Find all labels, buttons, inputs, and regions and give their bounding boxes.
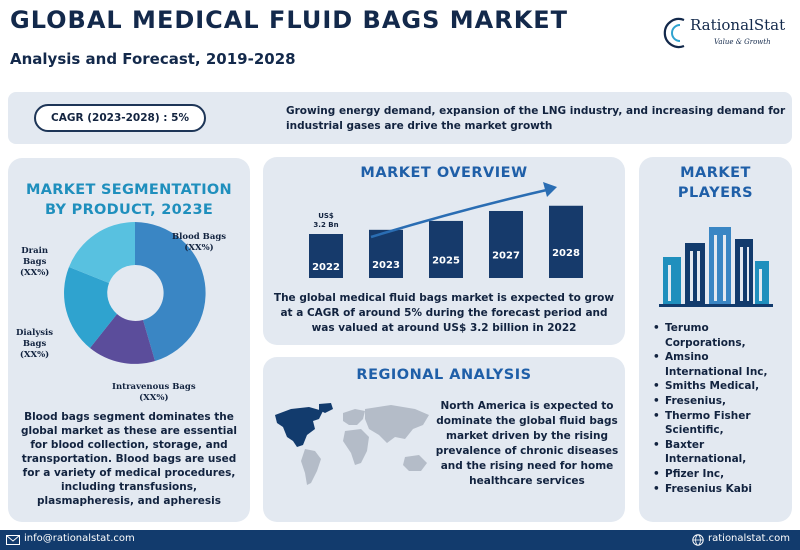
city-buildings-icon [659, 227, 773, 307]
market-player-name-line: Fresenius Kabi [665, 482, 752, 495]
australia-region [403, 455, 427, 471]
chart-bar-label: 2025 [432, 255, 460, 266]
market-player-item: Fresenius Kabi [651, 482, 789, 497]
donut-slice-drain-bags [69, 222, 135, 283]
africa-region [343, 429, 369, 465]
south-america-region [301, 449, 321, 485]
market-player-name-line: Amsino [665, 351, 709, 364]
segmentation-title-line1: MARKET SEGMENTATION [26, 182, 232, 198]
intravenous-bags-label: Intravenous Bags (XX%) [112, 382, 196, 404]
market-player-item: Pfizer Inc, [651, 467, 789, 482]
market-player-name-line: International Inc, [665, 365, 768, 378]
chart-bar-label: 2023 [372, 260, 400, 271]
market-player-name-line: Fresenius, [665, 394, 726, 407]
footer-website-link[interactable]: rationalstat.com [708, 533, 791, 544]
donut-slice-intravenous-bags [90, 314, 155, 364]
regional-analysis-panel: REGIONAL ANALYSIS North America is expec… [263, 357, 625, 522]
segmentation-donut-chart [64, 222, 206, 364]
chart-bar-2028 [549, 205, 583, 278]
market-player-item: Fresenius, [651, 394, 789, 409]
market-overview-title: MARKET OVERVIEW [360, 165, 528, 181]
chart-data-label-value: 3.2 Bn [313, 221, 338, 229]
chart-bar-2027 [489, 210, 523, 278]
players-title-line2: PLAYERS [677, 185, 754, 201]
north-america-region [275, 407, 323, 447]
chart-bar-label: 2027 [492, 250, 520, 261]
envelope-icon [6, 535, 20, 545]
market-player-item: Thermo Fisher Scientific, [651, 409, 789, 438]
regional-analysis-description: North America is expected to dominate th… [435, 400, 619, 487]
chart-bar-2022 [309, 234, 343, 278]
drain-bags-name-1: Drain [21, 246, 49, 256]
page-title: GLOBAL MEDICAL FLUID BAGS MARKET [10, 6, 569, 34]
segmentation-title: MARKET SEGMENTATION BY PRODUCT, 2023E [8, 180, 250, 220]
asia-region [365, 405, 429, 443]
growth-drivers-text: Growing energy demand, expansion of the … [286, 105, 786, 132]
market-player-item: Smiths Medical, [651, 379, 789, 394]
chart-data-label-unit: US$ [318, 212, 334, 220]
market-overview-description: The global medical fluid bags market is … [273, 292, 615, 334]
intravenous-bags-share: (XX%) [139, 393, 169, 403]
donut-slice-dialysis-bags [64, 267, 117, 348]
blood-bags-name: Blood Bags [172, 232, 227, 242]
dialysis-bags-name-1: Dialysis [16, 328, 54, 338]
dialysis-bags-name-2: Bags [22, 339, 47, 349]
chart-bar-2025 [429, 220, 463, 278]
market-overview-panel: MARKET OVERVIEW 2022 2023 2025 2027 2028 US$ 3… [263, 157, 625, 345]
blood-bags-share: (XX%) [184, 243, 214, 253]
chart-bar-2023 [369, 229, 403, 278]
cagr-badge: CAGR (2023-2028) : 5% [34, 104, 206, 132]
growth-arrowhead-icon [543, 182, 557, 197]
dialysis-bags-share: (XX%) [19, 350, 50, 360]
players-title-line1: MARKET [680, 165, 751, 181]
segmentation-description: Blood bags segment dominates the global … [20, 411, 238, 507]
brand-logo[interactable]: RationalStat Value & Growth [660, 16, 792, 52]
market-player-name-line: Corporations, [665, 336, 746, 349]
market-segmentation-panel: MARKET SEGMENTATION BY PRODUCT, 2023E Bl… [8, 158, 250, 522]
globe-icon [692, 534, 704, 546]
world-map-icon [275, 403, 429, 485]
segmentation-title-line2: BY PRODUCT, 2023E [44, 202, 214, 218]
drain-bags-label: Drain Bags (XX%) [20, 246, 49, 279]
footer-bar: info@rationalstat.com rationalstat.com [0, 530, 800, 550]
market-player-name-line: International, [665, 453, 747, 466]
chart-bar-label: 2028 [552, 248, 580, 259]
rationalstat-logo-icon [663, 17, 685, 49]
drain-bags-share: (XX%) [20, 268, 50, 278]
market-players-panel: MARKET PLAYERS TerumoCorporations,Amsino… [639, 157, 792, 522]
brand-tagline: Value & Growth [714, 38, 771, 46]
drain-bags-name-2: Bags [22, 257, 47, 267]
market-growth-bar-chart: 2022 2023 2025 2027 2028 US$3.2 Bn [309, 182, 583, 278]
market-player-name-line: Pfizer Inc, [665, 467, 725, 480]
regional-analysis-title: REGIONAL ANALYSIS [356, 367, 532, 383]
market-player-name-line: Terumo [665, 322, 709, 334]
market-player-name-line: Smiths Medical, [665, 380, 760, 393]
greenland-region [319, 403, 333, 413]
market-player-name-line: Scientific, [665, 424, 724, 437]
market-player-name-line: Baxter [665, 438, 705, 451]
intravenous-bags-name: Intravenous Bags [112, 382, 196, 392]
chart-bar-label: 2022 [312, 262, 340, 273]
market-player-name-line: Thermo Fisher [665, 409, 751, 422]
market-player-item: Terumo Corporations, [651, 321, 789, 350]
blood-bags-label: Blood Bags (XX%) [172, 232, 226, 254]
donut-slice-blood-bags [135, 222, 206, 361]
brand-name: RationalStat [690, 16, 786, 34]
footer-email-link[interactable]: info@rationalstat.com [24, 533, 135, 544]
market-player-item: Baxter International, [651, 438, 789, 467]
europe-region [343, 409, 365, 425]
growth-arrow-icon [370, 187, 552, 239]
market-players-title: MARKET PLAYERS [639, 163, 792, 203]
dialysis-bags-label: Dialysis Bags (XX%) [16, 328, 53, 361]
cagr-banner: CAGR (2023-2028) : 5% Growing energy dem… [8, 92, 792, 144]
page-subtitle: Analysis and Forecast, 2019-2028 [10, 50, 296, 68]
